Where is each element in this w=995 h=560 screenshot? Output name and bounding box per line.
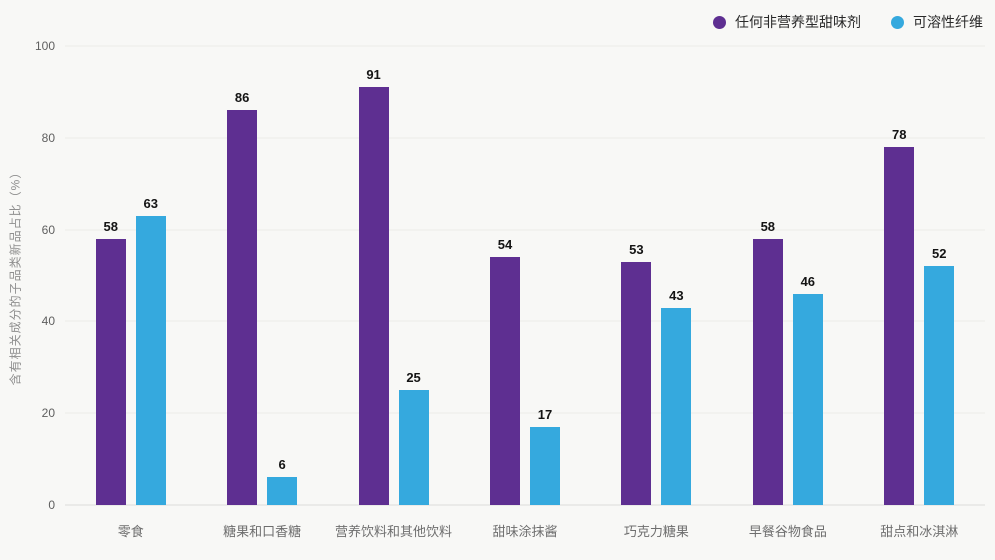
bar-sweetener-3 bbox=[489, 257, 520, 505]
bar-groups: 58 63 86 6 91 25 54 17 53 43 58 46 78 52 bbox=[65, 46, 985, 505]
bar-column: 86 bbox=[227, 46, 258, 505]
bar-group-0: 58 63 bbox=[65, 46, 196, 505]
x-category-label-5: 早餐谷物食品 bbox=[748, 524, 827, 539]
y-tick-label-0: 0 bbox=[48, 498, 55, 512]
x-category-label-6: 甜点和冰淇淋 bbox=[880, 524, 959, 539]
bar-pair: 58 63 bbox=[95, 46, 166, 505]
bar-column: 58 bbox=[95, 46, 126, 505]
bar-group-4: 53 43 bbox=[591, 46, 722, 505]
bar-group-2: 91 25 bbox=[328, 46, 459, 505]
bar-column: 46 bbox=[792, 46, 823, 505]
bar-column: 43 bbox=[661, 46, 692, 505]
bar-column: 54 bbox=[489, 46, 520, 505]
bar-column: 17 bbox=[529, 46, 560, 505]
chart-legend: 任何非营养型甜味剂 可溶性纤维 bbox=[713, 12, 983, 32]
bar-value-label: 53 bbox=[629, 241, 644, 257]
y-axis-title-wrap: 含有相关成分的子品类新品占比（%） bbox=[2, 46, 28, 505]
bar-pair: 78 52 bbox=[884, 46, 955, 505]
legend-item-1: 可溶性纤维 bbox=[891, 12, 983, 32]
bar-sweetener-6 bbox=[884, 146, 915, 505]
bar-group-5: 58 46 bbox=[722, 46, 853, 505]
y-axis-title: 含有相关成分的子品类新品占比（%） bbox=[8, 165, 23, 386]
legend-label: 任何非营养型甜味剂 bbox=[735, 14, 861, 30]
bar-sweetener-0 bbox=[95, 238, 126, 505]
bar-pair: 54 17 bbox=[489, 46, 560, 505]
bar-value-label: 25 bbox=[406, 370, 421, 386]
gridline-0 bbox=[65, 504, 985, 506]
bar-value-label: 86 bbox=[234, 90, 250, 106]
bar-value-label: 52 bbox=[932, 246, 947, 262]
gridline-20 bbox=[65, 412, 985, 414]
plot-area: 0 20 40 60 80 100 58 63 86 6 91 25 54 17 53 43 58 46 78 52 bbox=[35, 39, 985, 512]
bar-value-label: 6 bbox=[278, 457, 286, 473]
bar-group-6: 78 52 bbox=[854, 46, 985, 505]
legend-label: 可溶性纤维 bbox=[913, 14, 983, 30]
bar-fiber-6 bbox=[924, 266, 955, 505]
bar-sweetener-2 bbox=[358, 87, 389, 505]
bar-column: 91 bbox=[358, 46, 389, 505]
bar-value-label: 46 bbox=[800, 273, 816, 289]
x-category-label-3: 甜味涂抹酱 bbox=[492, 524, 558, 539]
y-tick-label-60: 60 bbox=[41, 222, 55, 237]
bar-value-label: 91 bbox=[366, 67, 381, 83]
bar-fiber-0 bbox=[135, 215, 166, 505]
gridline-60 bbox=[65, 229, 985, 231]
bar-fiber-1 bbox=[267, 477, 298, 505]
gridline-100 bbox=[65, 45, 985, 47]
bar-sweetener-5 bbox=[752, 238, 783, 505]
bar-column: 6 bbox=[267, 46, 298, 505]
y-tick-label-100: 100 bbox=[34, 39, 55, 53]
bar-value-label: 58 bbox=[103, 218, 118, 234]
bar-group-1: 86 6 bbox=[196, 46, 327, 505]
bar-sweetener-1 bbox=[227, 110, 258, 505]
bar-pair: 91 25 bbox=[358, 46, 429, 505]
bar-pair: 86 6 bbox=[227, 46, 298, 505]
bar-value-label: 58 bbox=[760, 218, 776, 234]
bar-column: 58 bbox=[752, 46, 783, 505]
legend-dot-icon bbox=[891, 15, 904, 29]
x-category-label-1: 糖果和口香糖 bbox=[223, 524, 302, 539]
bar-group-3: 54 17 bbox=[459, 46, 590, 505]
bar-fiber-5 bbox=[792, 293, 823, 505]
bar-value-label: 54 bbox=[497, 237, 513, 253]
bar-fiber-3 bbox=[529, 426, 560, 505]
y-tick-label-20: 20 bbox=[41, 406, 55, 421]
bar-column: 78 bbox=[884, 46, 915, 505]
bar-pair: 58 46 bbox=[752, 46, 823, 505]
bar-column: 25 bbox=[398, 46, 429, 505]
bar-fiber-2 bbox=[398, 390, 429, 505]
gridline-40 bbox=[65, 320, 985, 322]
legend-item-0: 任何非营养型甜味剂 bbox=[713, 12, 861, 32]
y-tick-label-40: 40 bbox=[41, 314, 55, 329]
bar-value-label: 63 bbox=[143, 195, 158, 211]
x-category-label-2: 营养饮料和其他饮料 bbox=[335, 524, 453, 539]
bar-column: 53 bbox=[621, 46, 652, 505]
bar-pair: 53 43 bbox=[621, 46, 692, 505]
bar-column: 63 bbox=[135, 46, 166, 505]
bar-fiber-4 bbox=[661, 307, 692, 505]
bar-value-label: 78 bbox=[892, 126, 907, 142]
bar-column: 52 bbox=[924, 46, 955, 505]
x-category-label-4: 巧克力糖果 bbox=[623, 524, 689, 539]
x-category-label-0: 零食 bbox=[117, 524, 144, 539]
gridline-80 bbox=[65, 137, 985, 139]
legend-dot-icon bbox=[713, 15, 726, 29]
bar-value-label: 17 bbox=[537, 406, 553, 422]
bar-sweetener-4 bbox=[621, 261, 652, 505]
y-tick-label-80: 80 bbox=[41, 130, 55, 145]
x-axis-labels: 零食 糖果和口香糖 营养饮料和其他饮料 甜味涂抹酱 巧克力糖果 早餐谷物食品 甜点和冰淇淋 bbox=[65, 521, 985, 540]
bar-value-label: 43 bbox=[669, 287, 684, 303]
